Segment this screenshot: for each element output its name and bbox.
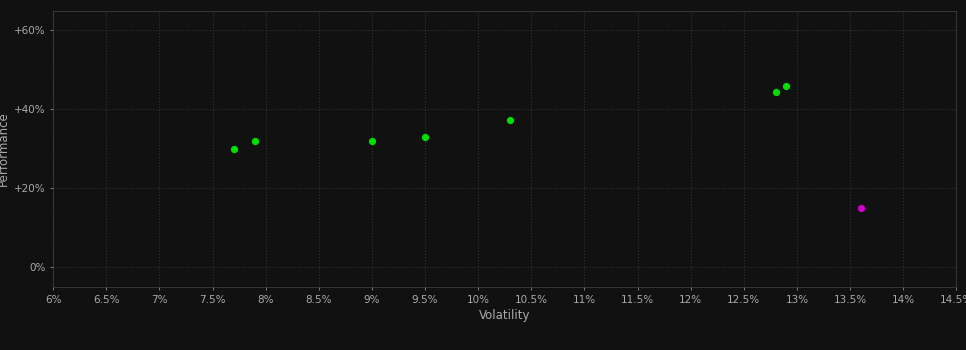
Point	[247, 138, 263, 144]
Y-axis label: Performance: Performance	[0, 111, 10, 186]
Point	[768, 90, 783, 95]
Point	[226, 146, 242, 152]
X-axis label: Volatility: Volatility	[479, 309, 530, 322]
Point	[779, 84, 794, 89]
Point	[502, 117, 518, 123]
Point	[417, 134, 433, 140]
Point	[364, 138, 380, 144]
Point	[853, 205, 868, 211]
